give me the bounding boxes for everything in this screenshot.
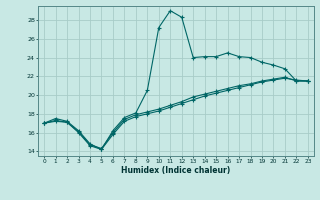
X-axis label: Humidex (Indice chaleur): Humidex (Indice chaleur) — [121, 166, 231, 175]
